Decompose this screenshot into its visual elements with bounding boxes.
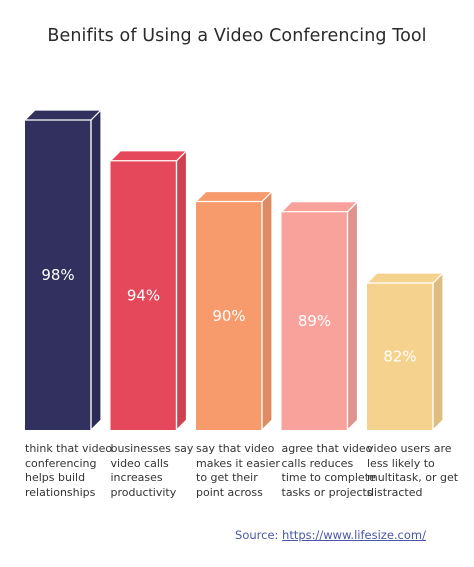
category-label-line: video calls: [110, 456, 169, 470]
bar-3: [196, 201, 262, 430]
category-label-line: less likely to: [367, 456, 435, 470]
category-label-line: time to complete: [281, 471, 376, 484]
category-label-line: point across: [196, 485, 263, 499]
category-label-line: calls reduces: [281, 456, 354, 470]
category-label-line: video users are: [367, 442, 452, 455]
category-label-line: businesses say: [110, 442, 194, 455]
bar-value-label-1: 98%: [41, 266, 74, 284]
bar-top-3: [194, 190, 274, 203]
category-label-2: businesses say video calls increases produc…: [111, 442, 211, 500]
category-label-line: productivity: [110, 485, 177, 499]
bar-top-1: [23, 109, 103, 121]
bar-value-label-5: 82%: [383, 348, 416, 366]
source-note: Source: https://www.lifesize.com/: [235, 528, 426, 542]
bar-top-4: [280, 201, 359, 213]
source-prefix: Source:: [235, 528, 283, 542]
bar-2: [110, 160, 177, 430]
category-label-line: agree that video: [281, 442, 373, 455]
category-label-3: say that video makes it easier to get thei…: [196, 442, 296, 500]
bar-side-3: [261, 190, 273, 432]
bar-4: [281, 211, 348, 430]
bar-side-1: [90, 108, 102, 432]
category-label-line: multitask, or get: [367, 471, 459, 484]
category-label-line: tasks or projects: [281, 485, 373, 499]
bar-value-label-2: 94%: [127, 286, 160, 304]
category-label-1: think that video conferencing helps build r…: [25, 442, 125, 500]
bar-1: [25, 120, 91, 430]
bar-value-label-4: 89%: [298, 312, 331, 330]
bar-top-5: [365, 272, 445, 284]
category-label-line: increases: [110, 471, 163, 484]
bar-side-5: [432, 271, 444, 432]
category-label-line: conferencing: [25, 456, 97, 470]
source-link[interactable]: https://www.lifesize.com/: [282, 528, 426, 542]
category-label-line: say that video: [196, 442, 275, 455]
bar-top-2: [109, 150, 188, 162]
bar-value-label-3: 90%: [212, 307, 245, 325]
chart-title: Benifits of Using a Video Conferencing T…: [47, 26, 427, 46]
category-label-line: think that video: [25, 442, 113, 455]
category-label-line: to get their: [196, 471, 258, 484]
bar-5: [367, 283, 433, 430]
category-label-5: video users are less likely to multitask, …: [367, 442, 467, 500]
category-label-line: distracted: [367, 485, 423, 499]
category-label-line: makes it easier: [196, 456, 280, 470]
category-label-line: helps build: [25, 471, 86, 484]
bar-side-2: [175, 149, 188, 432]
category-label-4: agree that video calls reduces time to com…: [282, 442, 382, 500]
bar-side-4: [346, 200, 359, 432]
category-label-line: relationships: [25, 485, 96, 499]
